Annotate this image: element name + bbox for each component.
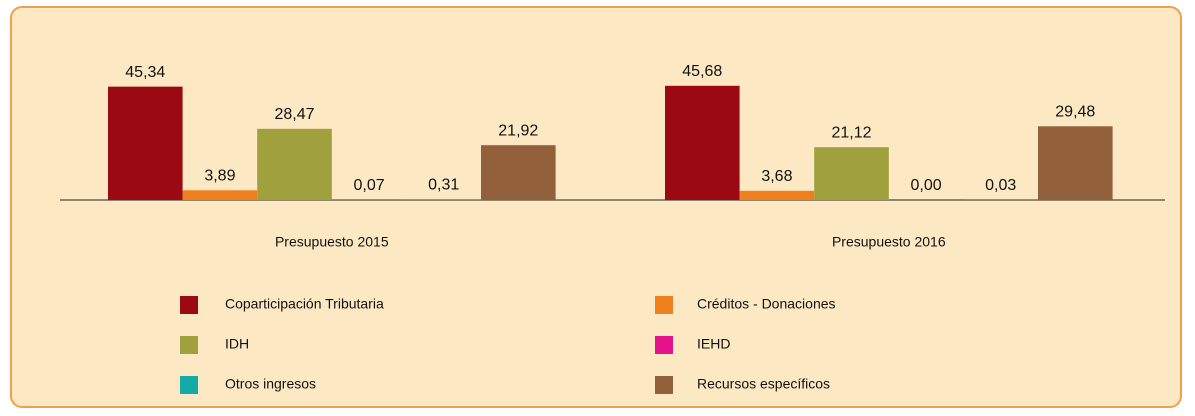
legend-label: Recursos específicos [697,376,830,392]
legend-swatch [180,296,198,314]
bar [182,190,258,200]
value-label: 29,48 [1055,104,1095,121]
legend-swatch [180,336,198,354]
value-label: 0,07 [354,177,385,194]
value-label: 3,89 [204,167,235,184]
legend-label: Coparticipación Tributaria [225,296,384,312]
legend-swatch [655,376,673,394]
category-label: Presupuesto 2015 [275,234,389,250]
bar [108,86,183,200]
value-label: 0,03 [985,177,1016,194]
legend-swatch [655,296,673,314]
value-label: 21,12 [831,124,871,141]
value-label: 45,68 [682,63,722,80]
value-label: 3,68 [761,168,792,185]
value-label: 45,34 [125,64,165,81]
chart-frame [10,6,1182,408]
category-label: Presupuesto 2016 [832,234,946,250]
legend-swatch [655,336,673,354]
value-label: 21,92 [498,122,538,139]
value-label: 0,00 [911,177,942,194]
bar [481,145,556,200]
legend-swatch [180,376,198,394]
legend-label: Créditos - Donaciones [697,296,836,312]
bar [665,85,740,200]
value-label: 28,47 [274,106,314,123]
value-label: 0,31 [428,176,459,193]
bar [1038,126,1113,200]
legend-label: IEHD [697,336,730,352]
legend-label: Otros ingresos [225,376,316,392]
bar [406,199,481,200]
bar [814,147,889,200]
bar [739,190,815,200]
bar [257,128,332,200]
legend-label: IDH [225,336,249,352]
